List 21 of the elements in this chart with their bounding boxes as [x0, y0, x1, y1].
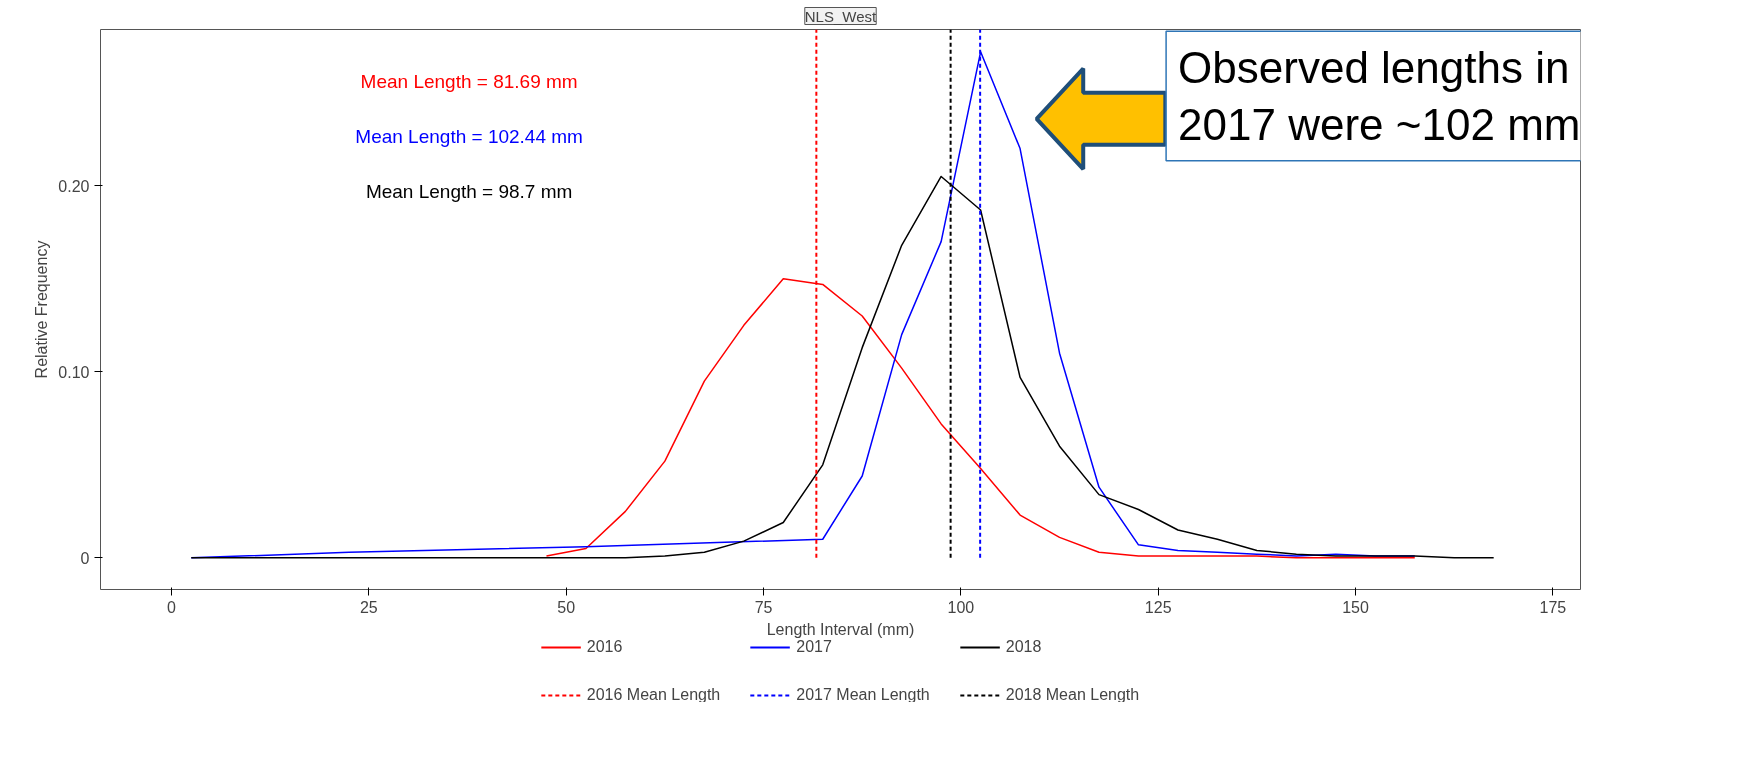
- annotation: Mean Length = 81.69 mm: [360, 71, 578, 93]
- annotation: Mean Length = 102.44 mm: [355, 125, 583, 147]
- annotation: Observed lengths in 2017 were ~102 mm: [1178, 43, 1581, 149]
- y-tick-label: 0.20: [58, 177, 90, 195]
- x-tick-label: 100: [947, 598, 975, 616]
- legend-label: 2018: [1005, 639, 1042, 656]
- y-tick-label: 0.10: [58, 363, 90, 381]
- y-tick-label: 0: [80, 549, 90, 567]
- legend-label: 2017: [796, 639, 832, 656]
- x-tick-label: 175: [1539, 598, 1567, 616]
- y-axis-title: Relative Frequency: [33, 240, 51, 379]
- x-axis-title: Length Interval (mm): [766, 620, 915, 638]
- x-tick-label: 0: [167, 598, 177, 616]
- annotation: Mean Length = 98.7 mm: [365, 180, 573, 202]
- x-tick-label: 50: [557, 598, 576, 616]
- x-tick-label: 25: [359, 598, 378, 616]
- chart-title: NLS_West: [804, 7, 878, 25]
- x-tick-label: 125: [1144, 598, 1172, 616]
- legend-label: 2016: [586, 639, 623, 656]
- x-tick-label: 75: [754, 598, 773, 616]
- x-tick-label: 150: [1342, 598, 1369, 616]
